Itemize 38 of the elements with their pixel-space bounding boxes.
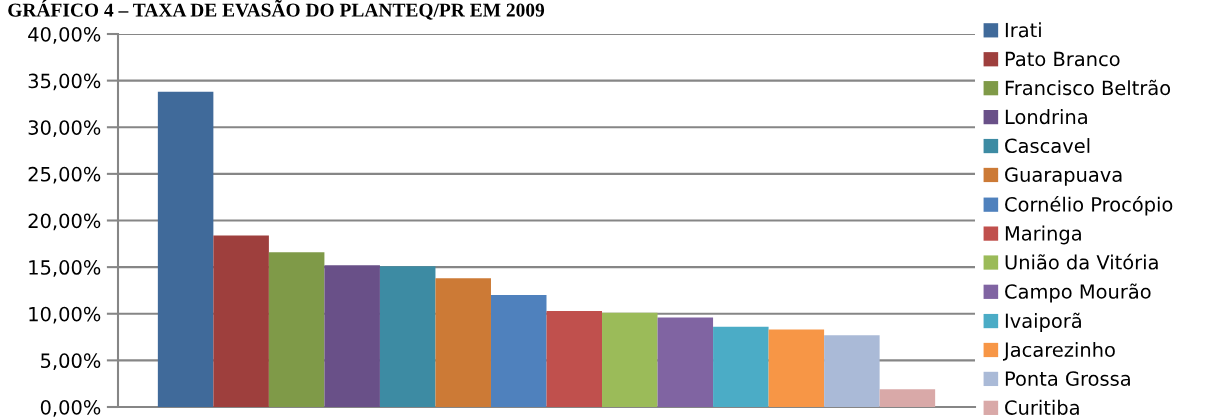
- bar: [602, 312, 658, 407]
- bar: [657, 317, 714, 407]
- y-tick-label: 10,00%: [29, 306, 101, 324]
- bar: [435, 278, 491, 407]
- chart-title: GRÁFICO 4 – TAXA DE EVASÃO DO PLANTEQ/PR EM 2009: [8, 0, 545, 20]
- y-tick-label: 20,00%: [28, 213, 101, 231]
- bar: [713, 326, 769, 407]
- y-tick-label: 15,00%: [29, 260, 101, 277]
- y-tick-label: 25,00%: [28, 166, 101, 184]
- y-tick-label: 30,00%: [28, 120, 101, 137]
- legend-label: Pato Branco: [1005, 51, 1120, 67]
- bar: [768, 329, 825, 407]
- legend-label: Ivaiporã: [1005, 312, 1081, 332]
- bar: [879, 389, 936, 407]
- y-tick-label: 0,00%: [40, 399, 101, 417]
- bar: [268, 252, 325, 407]
- bar: [157, 91, 214, 407]
- bar: [379, 266, 436, 407]
- legend-label: Irati: [1005, 22, 1041, 38]
- legend-label: Francisco Beltrão: [1005, 79, 1171, 96]
- legend-label: Ponta Grossa: [1005, 371, 1130, 386]
- bar: [324, 265, 380, 407]
- y-tick-label: 40,00%: [28, 26, 101, 44]
- y-tick-label: 35,00%: [28, 73, 101, 91]
- legend-label: Cascavel: [1005, 138, 1090, 154]
- legend-label: Maringa: [1005, 225, 1081, 245]
- legend-label: Cornélio Procópio: [1005, 195, 1173, 216]
- y-tick-label: 5,00%: [41, 353, 101, 371]
- legend-label: Campo Mourão: [1005, 283, 1151, 303]
- bar: [213, 235, 269, 407]
- bar: [546, 310, 603, 407]
- legend-label: Jacarezinho: [1002, 341, 1115, 361]
- bar: [824, 335, 880, 407]
- legend-label: União da Vitória: [1005, 253, 1158, 270]
- bar: [490, 295, 547, 407]
- legend-label: Londrina: [1005, 109, 1087, 125]
- legend-label: Curitiba: [1005, 399, 1079, 415]
- legend-label: Guarapuava: [1005, 167, 1122, 186]
